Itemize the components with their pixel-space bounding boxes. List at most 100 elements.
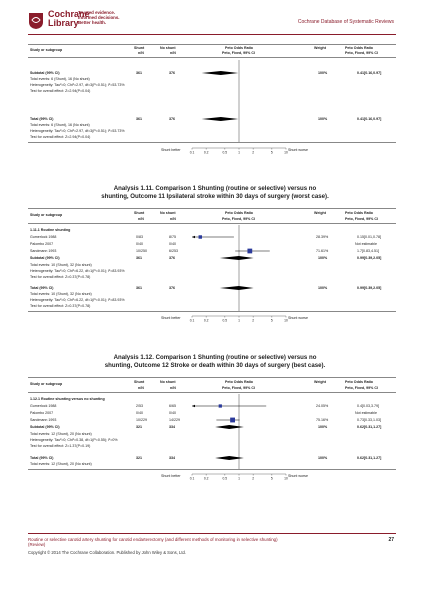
subtotal-label: Subtotal (99% CI)	[30, 256, 60, 260]
citation: Routine or selective carotid artery shun…	[28, 537, 358, 548]
pooled-diamond	[201, 71, 239, 75]
total-weight: 100%	[318, 456, 328, 460]
axis-tick-label: 0.1	[190, 477, 195, 481]
study-ci: 1.7[0.83,4.51]	[357, 249, 379, 253]
col-noshunt-nn: n/N	[170, 51, 176, 55]
axis-tick-label: 5	[271, 477, 273, 481]
analysis-title: Analysis 1.11. Comparison 1 Shunting (ro…	[60, 185, 370, 201]
subtotal-shunt: 361	[136, 71, 142, 75]
table-bottom-rule	[28, 311, 396, 312]
citation-line-1: Routine or selective carotid artery shun…	[28, 537, 278, 542]
table-top-rule	[28, 377, 396, 378]
tagline-line-3: Better health.	[78, 20, 107, 26]
study-point	[247, 248, 253, 254]
page-number: 27	[388, 537, 394, 543]
study-ci: 0.4[0.03,3.79]	[357, 404, 379, 408]
axis-tick-label: 0.2	[204, 319, 209, 323]
axis-tick-label: 0.1	[190, 319, 195, 323]
subgroup-heading: 1.12.1 Routine shunting versus no shunti…	[30, 397, 105, 401]
study-shunt: 2/53	[136, 404, 143, 408]
table-bottom-rule	[28, 142, 396, 143]
axis-tick-label: 2	[252, 319, 254, 323]
subgroup-heading: 1.11.1 Routine shunting	[30, 228, 71, 232]
col-shunt-nn: n/N	[138, 217, 144, 221]
table-head-rule	[28, 223, 396, 224]
heterogeneity-text: Heterogeneity: Tau²=0; Chi²=2.97, df=3(P…	[30, 83, 125, 87]
study-name: Sandmann 1993	[30, 249, 57, 253]
axis-tick-label: 2	[252, 151, 254, 155]
pooled-diamond	[215, 425, 244, 429]
col-peto1: Peto Odds Ratio	[225, 211, 253, 215]
overall-effect-text: Test for overall effect: Z=1.37(P=0.19)	[30, 444, 91, 448]
col-noshunt: No shunt	[160, 46, 176, 50]
study-weight: 28.39%	[316, 235, 329, 239]
overall-effect-text: Test for overall effect: Z=2.94(P=0.04)	[30, 89, 91, 93]
events-text: Total events: 10 (Shunt), 32 (No shunt)	[30, 292, 92, 296]
subtotal-label: Subtotal (99% CI)	[30, 71, 60, 75]
cochrane-logo-icon	[29, 13, 43, 29]
analysis-title: Analysis 1.12. Comparison 1 Shunting (ro…	[60, 354, 370, 370]
axis-tick-label: 0.5	[223, 477, 228, 481]
axis-tick-label: 0.1	[190, 151, 195, 155]
table-head-rule	[28, 392, 396, 393]
study-noshunt: 6/253	[169, 249, 178, 253]
analysis-title-line-1: Analysis 1.11. Comparison 1 Shunting (ro…	[113, 185, 317, 192]
study-weight: 75.16%	[316, 418, 329, 422]
events-text: Total events: 12 (Shunt), 20 (No shunt)	[30, 462, 92, 466]
analysis-title-line-1: Analysis 1.12. Comparison 1 Shunting (ro…	[113, 354, 317, 361]
study-point	[198, 235, 202, 239]
axis-tick-label: 5	[271, 151, 273, 155]
axis-tick-label: 1	[238, 477, 240, 481]
subtotal-ci: 0.41[0.16,0.97]	[357, 71, 382, 75]
axis-tick-label: 2	[252, 477, 254, 481]
heterogeneity-text: Heterogeneity: Tau²=0; Chi²=6.22, df=1(P…	[30, 269, 125, 273]
events-text: Total events: 6 (Shunt), 16 (No shunt)	[30, 77, 90, 81]
table-bottom-rule	[28, 469, 396, 470]
events-text: Total events: 10 (Shunt), 32 (No shunt)	[30, 263, 92, 267]
copyright: Copyright © 2014 The Cochrane Collaborat…	[28, 550, 187, 555]
subtotal-noshunt: 334	[169, 425, 175, 429]
study-name: Palombo 2007	[30, 242, 54, 246]
total-label: Total (99% CI)	[30, 117, 54, 121]
total-label: Total (99% CI)	[30, 286, 54, 290]
heterogeneity-text: Heterogeneity: Tau²=0; Chi²=6.22, df=1(P…	[30, 298, 125, 302]
total-weight: 100%	[318, 117, 328, 121]
total-shunt: 361	[136, 286, 142, 290]
col-peto1: Peto Odds Ratio	[225, 380, 253, 384]
col-peto2: Peto, Fixed, 99% CI	[222, 51, 255, 55]
total-weight: 100%	[318, 286, 328, 290]
pooled-diamond	[219, 256, 254, 260]
study-weight: 71.61%	[316, 249, 329, 253]
axis-tick-label: 1	[238, 151, 240, 155]
pooled-diamond	[201, 117, 239, 121]
brand-line-1: Cochrane	[48, 9, 90, 19]
subtotal-weight: 100%	[318, 425, 328, 429]
col-peto2: Peto, Fixed, 99% CI	[222, 217, 255, 221]
col-study: Study or subgroup	[30, 213, 63, 217]
events-text: Total events: 12 (Shunt), 20 (No shunt)	[30, 432, 92, 436]
overall-effect-text: Test for overall effect: Z=0.37(P=0.78)	[30, 275, 91, 279]
col-peto2: Peto, Fixed, 99% CI	[222, 386, 255, 390]
total-label: Total (99% CI)	[30, 456, 54, 460]
col-or2: Peto, Fixed, 99% CI	[345, 386, 378, 390]
citation-line-2: (Review)	[28, 542, 46, 548]
total-ci: 0.41[0.16,0.97]	[357, 117, 382, 121]
col-study: Study or subgroup	[30, 382, 63, 386]
total-noshunt: 376	[169, 286, 175, 290]
study-point	[230, 417, 235, 423]
subtotal-shunt: 361	[136, 256, 142, 260]
tagline: Trusted evidence. Informed decisions. Be…	[78, 10, 119, 26]
study-name: Gumerlock 1988	[30, 235, 57, 239]
col-or2: Peto, Fixed, 99% CI	[345, 51, 378, 55]
table-head-rule	[28, 57, 396, 58]
events-text: Total events: 6 (Shunt), 16 (No shunt)	[30, 123, 90, 127]
study-ci: Not estimable	[355, 411, 377, 415]
header-rule	[28, 34, 396, 35]
study-shunt: 10/229	[136, 418, 147, 422]
col-shunt: Shunt	[134, 46, 145, 50]
study-shunt: 0/40	[136, 411, 143, 415]
col-shunt: Shunt	[134, 380, 145, 384]
tagline-line-1: Trusted evidence.	[78, 10, 116, 15]
study-ci: 0.15[0.01,0.78]	[357, 235, 381, 239]
